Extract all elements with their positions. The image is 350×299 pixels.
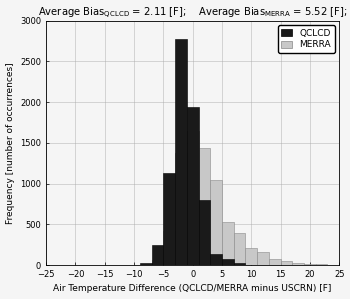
Legend: QCLCD, MERRA: QCLCD, MERRA (278, 25, 335, 53)
Title: Average Bias$_{\mathrm{QCLCD}}$ = 2.11 [F];    Average Bias$_{\mathrm{MERRA}}$ =: Average Bias$_{\mathrm{QCLCD}}$ = 2.11 [… (38, 6, 347, 21)
Bar (257, 252, 269, 265)
Bar (187, 107, 198, 265)
Bar (152, 260, 163, 265)
Bar (245, 248, 257, 265)
Bar (140, 263, 152, 265)
Y-axis label: Frequency [number of occurrences]: Frequency [number of occurrences] (6, 62, 15, 224)
Bar (234, 233, 245, 265)
Bar (175, 39, 187, 265)
Bar (163, 231, 175, 265)
Bar (304, 264, 316, 265)
Bar (198, 200, 210, 265)
Bar (210, 180, 222, 265)
Bar (198, 148, 210, 265)
Bar (269, 259, 281, 265)
Bar (234, 263, 245, 265)
Bar (152, 245, 163, 265)
Bar (163, 173, 175, 265)
Bar (292, 263, 304, 265)
Bar (222, 222, 234, 265)
Bar (210, 254, 222, 265)
Bar (281, 260, 292, 265)
Bar (316, 264, 328, 265)
Bar (222, 259, 234, 265)
X-axis label: Air Temperature Difference (QCLCD/MERRA minus USCRN) [F]: Air Temperature Difference (QCLCD/MERRA … (54, 284, 332, 293)
Bar (175, 152, 187, 265)
Bar (187, 131, 198, 265)
